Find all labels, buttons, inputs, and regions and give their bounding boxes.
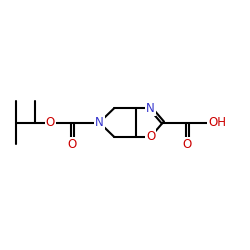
Text: O: O (46, 116, 55, 129)
Text: O: O (146, 130, 155, 143)
Text: O: O (68, 138, 77, 150)
Text: OH: OH (208, 116, 226, 129)
Text: N: N (146, 102, 155, 115)
Text: O: O (183, 138, 192, 150)
Text: N: N (95, 116, 104, 129)
